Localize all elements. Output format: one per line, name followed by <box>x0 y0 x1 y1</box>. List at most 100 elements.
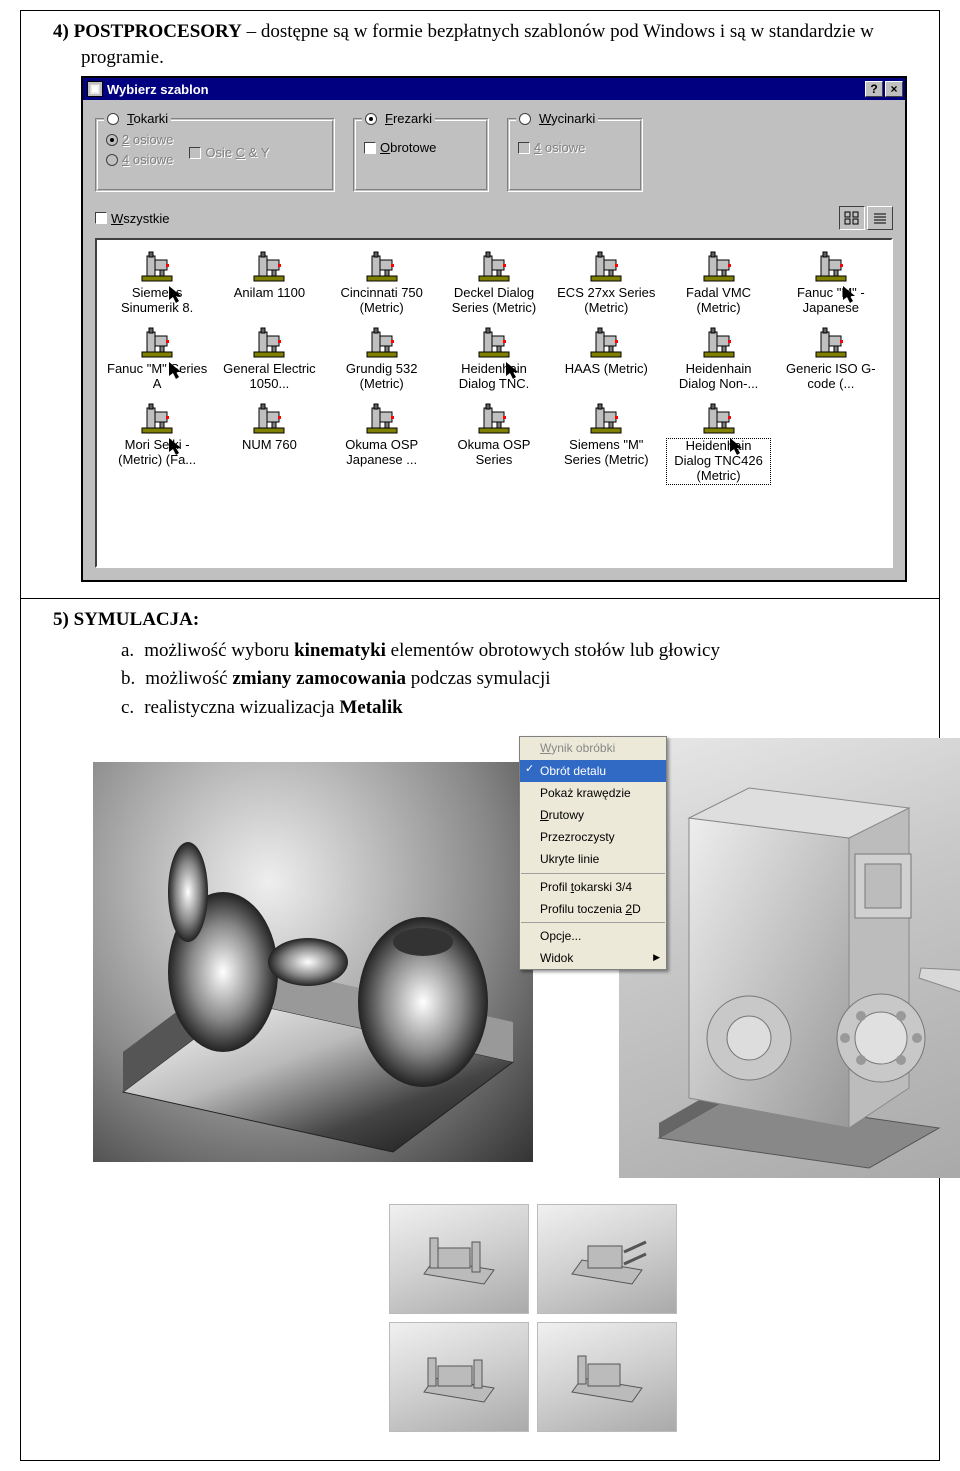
template-item-label: Heidenhain Dialog TNC426 (Metric) <box>666 438 770 485</box>
context-menu[interactable]: Wynik obróbkiObrót detaluPokaż krawędzie… <box>519 736 667 970</box>
label-2osiowe: 2 osiowe <box>122 131 173 149</box>
list-text: realistyczna wizualizacja <box>144 697 339 718</box>
machine-icon <box>700 326 738 360</box>
menu-item[interactable]: Drutowy <box>520 804 666 826</box>
view-list-button[interactable] <box>867 206 893 230</box>
menu-item[interactable]: Obrót detalu <box>520 760 666 782</box>
checkbox-obrotowe[interactable] <box>364 142 376 154</box>
menu-item[interactable]: Opcje... <box>520 925 666 947</box>
template-item[interactable]: Siemens Sinumerik 8. <box>103 248 211 318</box>
template-list[interactable]: Siemens Sinumerik 8. Anilam 1100 Cincinn… <box>95 238 893 568</box>
list-icon <box>872 211 888 225</box>
metallic-render-image <box>93 762 533 1162</box>
template-item[interactable]: Heidenhain Dialog TNC. <box>440 324 548 394</box>
menu-item[interactable]: Profil tokarski 3/4 <box>520 876 666 898</box>
system-menu-icon[interactable]: ▣ <box>87 81 103 97</box>
section-5-colon: : <box>193 609 199 630</box>
template-item-label: General Electric 1050... <box>217 362 321 392</box>
template-item[interactable]: Heidenhain Dialog Non-... <box>664 324 772 394</box>
group-wycinarki-label[interactable]: Wycinarki <box>539 110 595 128</box>
list-letter: c. <box>121 697 134 718</box>
template-item[interactable]: Okuma OSP Series <box>440 400 548 487</box>
template-item[interactable]: Mori Seiki - (Metric) (Fa... <box>103 400 211 487</box>
menu-item[interactable]: Pokaż krawędzie <box>520 782 666 804</box>
machine-icon <box>812 326 850 360</box>
list-letter: b. <box>121 668 135 689</box>
section-4-title-rest: OSTPROCESORY <box>85 21 242 42</box>
template-item[interactable]: Anilam 1100 <box>215 248 323 318</box>
group-tokarki-label[interactable]: Tokarki <box>127 110 168 128</box>
machine-icon <box>587 326 625 360</box>
template-item[interactable]: HAAS (Metric) <box>552 324 660 394</box>
section-4-title-cap: P <box>74 21 86 42</box>
template-item[interactable]: NUM 760 <box>215 400 323 487</box>
group-wycinarki: Wycinarki 4 osiowe <box>507 118 643 192</box>
fixture-thumb-3 <box>389 1322 529 1432</box>
help-button[interactable]: ? <box>865 81 883 97</box>
machine-icon <box>138 250 176 284</box>
template-item-label: Fanuc "M" - Japanese <box>779 286 883 316</box>
template-item[interactable]: Grundig 532 (Metric) <box>328 324 436 394</box>
template-item-label: NUM 760 <box>217 438 321 453</box>
radio-wycinarki[interactable] <box>519 113 531 125</box>
template-item[interactable]: Fanuc "M" - Japanese <box>777 248 885 318</box>
radio-tokarki[interactable] <box>107 113 119 125</box>
view-large-icons-button[interactable] <box>839 206 865 230</box>
template-item[interactable]: Deckel Dialog Series (Metric) <box>440 248 548 318</box>
template-item-label: HAAS (Metric) <box>554 362 658 377</box>
template-item[interactable]: General Electric 1050... <box>215 324 323 394</box>
list-text: możliwość wyboru <box>144 640 294 661</box>
label-wszystkie[interactable]: Wszystkie <box>111 210 170 228</box>
machine-icon <box>250 326 288 360</box>
checkbox-wszystkie[interactable] <box>95 212 107 224</box>
template-item-label: Grundig 532 (Metric) <box>330 362 434 392</box>
menu-separator <box>521 922 665 923</box>
radio-2osiowe <box>106 134 118 146</box>
label-4osiowe: 4 osiowe <box>122 151 173 169</box>
list-text: elementów obrotowych stołów lub głowicy <box>386 640 720 661</box>
checkbox-osie-cy <box>189 147 201 159</box>
template-item[interactable]: Generic ISO G-code (... <box>777 324 885 394</box>
template-item[interactable]: Fanuc "M" Series A <box>103 324 211 394</box>
machine-icon <box>475 250 513 284</box>
menu-item: Wynik obróbki <box>520 737 666 759</box>
section-4-number: 4) <box>53 21 69 42</box>
menu-item[interactable]: Widok▶ <box>520 947 666 969</box>
label-osie-cy: Osie C & Y <box>205 144 269 162</box>
template-item[interactable]: Okuma OSP Japanese ... <box>328 400 436 487</box>
template-item-label: Siemens "M" Series (Metric) <box>554 438 658 468</box>
template-item-label: ECS 27xx Series (Metric) <box>554 286 658 316</box>
radio-frezarki[interactable] <box>365 113 377 125</box>
section-5-list-item: b.możliwość zmiany zamocowania podczas s… <box>121 665 927 694</box>
machine-icon <box>475 326 513 360</box>
template-item[interactable]: Heidenhain Dialog TNC426 (Metric) <box>664 400 772 487</box>
template-item[interactable]: ECS 27xx Series (Metric) <box>552 248 660 318</box>
template-item[interactable]: Fadal VMC (Metric) <box>664 248 772 318</box>
label-obrotowe[interactable]: Obrotowe <box>380 139 436 157</box>
machine-icon <box>587 402 625 436</box>
radio-4osiowe <box>106 154 118 166</box>
section-5-list: a.możliwość wyboru kinematyki elementów … <box>121 637 927 723</box>
template-item-label: Anilam 1100 <box>217 286 321 301</box>
fixture-thumb-4 <box>537 1322 677 1432</box>
label-4osiowe-wyc: 4 osiowe <box>534 139 585 157</box>
template-item[interactable]: Cincinnati 750 (Metric) <box>328 248 436 318</box>
list-bold: zmiany zamocowania <box>232 668 406 689</box>
list-bold: kinematyki <box>294 640 386 661</box>
template-item[interactable]: Siemens "M" Series (Metric) <box>552 400 660 487</box>
section-5-number: 5) <box>53 609 69 630</box>
menu-item[interactable]: Profilu toczenia 2D <box>520 898 666 920</box>
group-frezarki-label[interactable]: Frezarki <box>385 110 432 128</box>
close-button[interactable]: × <box>885 81 903 97</box>
menu-item[interactable]: Ukryte linie <box>520 848 666 870</box>
page-frame: 4) POSTPROCESORY – dostępne są w formie … <box>20 10 940 1461</box>
section-5: 5) SYMULACJA: a.możliwość wyboru kinemat… <box>21 598 939 1460</box>
template-item-label: Okuma OSP Japanese ... <box>330 438 434 468</box>
list-bold: Metalik <box>339 697 402 718</box>
menu-item[interactable]: Przezroczysty <box>520 826 666 848</box>
submenu-arrow-icon: ▶ <box>653 951 660 963</box>
fixture-render-image <box>619 738 960 1178</box>
dialog-titlebar[interactable]: ▣ Wybierz szablon ? × <box>83 78 905 100</box>
machine-icon <box>812 250 850 284</box>
machine-icon <box>138 326 176 360</box>
